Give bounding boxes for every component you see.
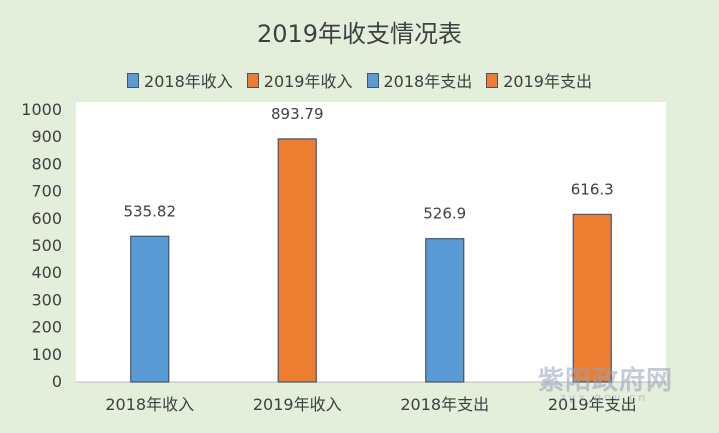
bar [130,235,170,383]
legend-label: 2018年收入 [144,72,233,91]
y-tick-label: 800 [31,154,62,173]
x-tick-label: 2018年收入 [105,395,194,414]
data-label: 526.9 [423,205,466,223]
y-tick-label: 500 [31,236,62,255]
plot-area [76,102,666,382]
y-tick-label: 900 [31,127,62,146]
legend-item: 2019年支出 [486,68,592,92]
y-tick-label: 400 [31,263,62,282]
legend-label: 2019年收入 [263,72,353,91]
y-tick-label: 600 [31,209,62,228]
y-tick-label: 700 [31,182,62,201]
y-tick-label: 100 [31,345,62,364]
legend-item: 2018年支出 [366,68,473,92]
legend-swatch [366,72,379,88]
watermark-logo: 紫阳政府网 [538,366,674,396]
y-tick-label: 0 [52,372,62,391]
data-label: 616.3 [571,180,614,198]
x-tick-label: 2019年支出 [548,395,637,414]
x-tick-label: 2019年收入 [253,395,342,414]
bar [277,138,317,383]
data-label: 893.79 [271,105,324,123]
y-tick-label: 200 [31,318,62,337]
legend: 2018年收入 2019年收入 2018年支出 2019年支出 [0,68,719,92]
data-label: 535.82 [124,202,177,220]
x-tick-label: 2018年支出 [400,395,489,414]
watermark-url: zyx.gov.cn [560,391,649,404]
legend-swatch [486,72,499,88]
legend-item: 2019年收入 [246,68,353,92]
bar [425,238,465,383]
y-tick-label: 300 [31,290,62,309]
chart-title: 2019年收支情况表 [256,20,463,48]
bar [572,213,612,383]
y-tick-label: 1000 [21,100,62,119]
legend-label: 2019年支出 [503,72,592,91]
legend-swatch [127,72,140,88]
legend-label: 2018年支出 [383,72,473,91]
legend-swatch [246,72,259,88]
legend-item: 2018年收入 [127,68,233,92]
